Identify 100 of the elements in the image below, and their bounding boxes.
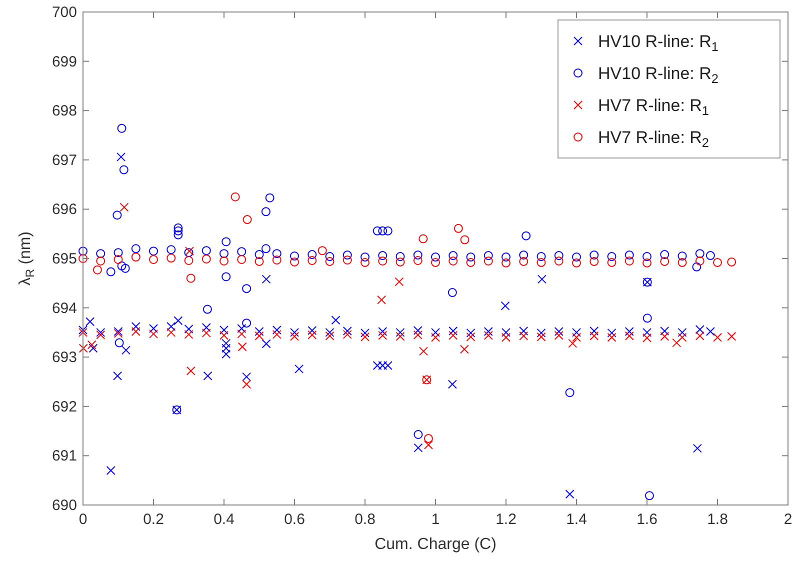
point: [572, 332, 581, 342]
point: [568, 338, 578, 348]
point: [713, 258, 722, 267]
point: [186, 274, 196, 283]
x-tick-label: 1.2: [496, 511, 516, 528]
point: [642, 258, 652, 268]
x-tick-label: 1.8: [707, 511, 728, 528]
point: [642, 333, 652, 342]
point: [131, 252, 140, 262]
point: [166, 328, 176, 337]
point: [220, 256, 228, 266]
point: [96, 330, 106, 340]
y-tick-label: 699: [52, 53, 77, 70]
point: [607, 332, 616, 342]
point: [237, 329, 246, 338]
point: [727, 332, 736, 341]
point: [87, 340, 96, 350]
x-tick-label: 1.6: [636, 511, 658, 528]
point: [460, 344, 469, 354]
point: [502, 258, 510, 268]
point: [325, 256, 334, 266]
point: [454, 224, 463, 233]
point: [360, 258, 370, 267]
point: [624, 256, 634, 266]
point: [342, 255, 352, 264]
point: [238, 342, 247, 352]
point: [377, 295, 386, 304]
point: [695, 256, 704, 266]
x-tick-label: 0.8: [354, 511, 376, 528]
point: [254, 331, 264, 340]
point: [254, 256, 264, 266]
y-tick-label: 696: [52, 201, 77, 218]
point: [590, 331, 599, 340]
point: [149, 254, 158, 264]
point: [396, 332, 405, 341]
x-axis-title: Cum. Charge (C): [374, 536, 496, 553]
point: [308, 256, 317, 265]
point: [92, 265, 102, 274]
point: [466, 332, 476, 342]
point: [607, 258, 616, 267]
x-tick-label: 1.4: [566, 511, 587, 528]
point: [448, 330, 458, 340]
point: [394, 277, 404, 286]
point: [220, 330, 228, 340]
y-tick-label: 692: [52, 398, 77, 416]
point: [242, 380, 252, 389]
legend-label: HV7 R-line: R$_{1}$: [598, 96, 710, 118]
point: [590, 256, 599, 266]
point: [431, 258, 440, 267]
point: [424, 440, 433, 450]
point: [431, 332, 440, 342]
point: [272, 330, 282, 339]
point: [678, 332, 687, 342]
point: [120, 202, 129, 212]
point: [378, 330, 388, 340]
point: [242, 215, 252, 224]
point: [460, 235, 470, 244]
point: [78, 344, 88, 353]
point: [678, 258, 687, 267]
legend-label: HV10 R-line: R$_{2}$: [598, 64, 718, 86]
point: [114, 254, 123, 264]
point: [418, 234, 428, 244]
point: [202, 328, 211, 338]
x-tick-label: 0.2: [143, 511, 164, 528]
y-tick-label: 695: [52, 250, 77, 268]
point: [554, 330, 564, 340]
y-tick-label: 694: [52, 300, 77, 317]
x-tick-label: 1: [431, 511, 440, 528]
point: [230, 192, 240, 202]
x-tick-label: 0.4: [214, 511, 234, 528]
point: [554, 256, 564, 266]
point: [184, 256, 194, 265]
y-tick-label: 693: [52, 349, 77, 366]
point: [519, 331, 528, 340]
point: [536, 332, 546, 342]
point: [413, 256, 422, 265]
point: [308, 330, 317, 340]
point: [624, 331, 634, 340]
point: [202, 254, 211, 264]
point: [572, 258, 581, 268]
point: [413, 330, 422, 340]
point: [484, 256, 493, 266]
x-tick-label: 2: [784, 511, 792, 528]
point: [695, 331, 704, 340]
legend-label: HV7 R-line: R$_{2}$: [598, 128, 710, 150]
point: [536, 258, 546, 267]
x-tick-label: 0.6: [284, 511, 305, 528]
point: [727, 257, 736, 266]
point: [166, 254, 176, 263]
point: [342, 330, 352, 339]
point: [424, 434, 433, 443]
point: [325, 331, 334, 340]
point: [184, 330, 194, 339]
point: [672, 338, 682, 348]
point: [186, 366, 196, 376]
point: [360, 332, 370, 342]
y-tick-label: 700: [52, 4, 77, 21]
point: [290, 257, 299, 266]
point: [237, 254, 246, 264]
point: [484, 330, 493, 340]
